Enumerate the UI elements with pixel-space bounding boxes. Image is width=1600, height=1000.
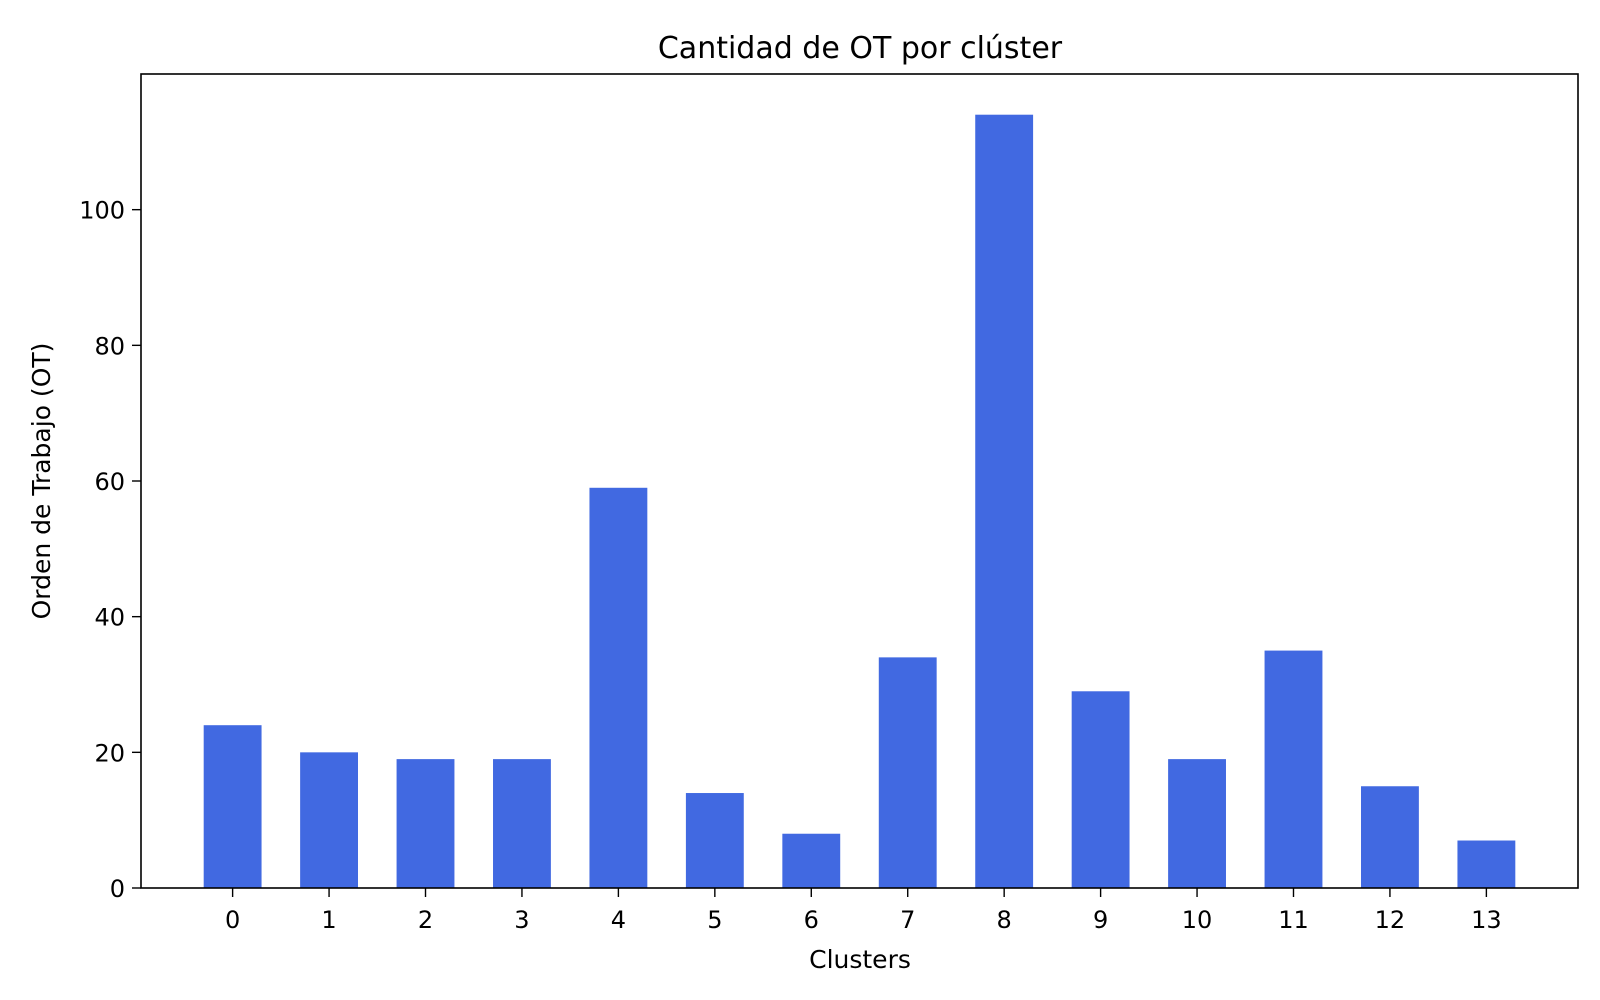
bar-cluster-6 (782, 833, 841, 888)
bars-group (203, 114, 1516, 888)
chart-title: Cantidad de OT por clúster (658, 31, 1063, 66)
x-axis-label: Clusters (809, 945, 911, 974)
x-tick-label: 9 (1093, 906, 1108, 934)
bar-cluster-12 (1361, 786, 1419, 888)
y-axis: 0 20 40 60 80 100 (79, 197, 141, 903)
bar-cluster-13 (1457, 840, 1516, 888)
bar-cluster-8 (975, 114, 1034, 888)
y-tick-label: 40 (94, 604, 125, 632)
bar-cluster-4 (589, 487, 648, 888)
x-tick-label: 6 (804, 906, 819, 934)
bar-cluster-7 (878, 657, 937, 888)
x-tick-label: 0 (225, 906, 240, 934)
y-tick-label: 100 (79, 197, 125, 225)
bar-cluster-11 (1264, 650, 1323, 888)
x-tick-label: 10 (1182, 906, 1213, 934)
x-tick-label: 13 (1471, 906, 1502, 934)
bar-cluster-0 (203, 725, 262, 888)
x-tick-label: 11 (1278, 906, 1309, 934)
y-tick-label: 0 (110, 875, 125, 903)
y-tick-label: 80 (94, 332, 125, 360)
bar-cluster-5 (685, 793, 744, 888)
bar-cluster-2 (396, 759, 455, 888)
x-tick-label: 5 (707, 906, 722, 934)
x-tick-label: 1 (321, 906, 336, 934)
bar-cluster-3 (493, 759, 551, 888)
y-axis-label: Orden de Trabajo (OT) (27, 343, 56, 620)
x-tick-label: 12 (1375, 906, 1406, 934)
x-tick-label: 2 (418, 906, 433, 934)
x-axis: 0 1 2 3 4 5 6 7 8 9 10 11 12 13 (225, 888, 1502, 934)
x-tick-label: 7 (900, 906, 915, 934)
x-tick-label: 8 (997, 906, 1012, 934)
x-tick-label: 3 (514, 906, 529, 934)
x-tick-label: 4 (611, 906, 626, 934)
bar-cluster-10 (1168, 759, 1226, 888)
y-tick-label: 60 (94, 468, 125, 496)
bar-cluster-9 (1071, 691, 1130, 888)
bar-cluster-1 (300, 752, 358, 888)
y-tick-label: 20 (94, 739, 125, 767)
